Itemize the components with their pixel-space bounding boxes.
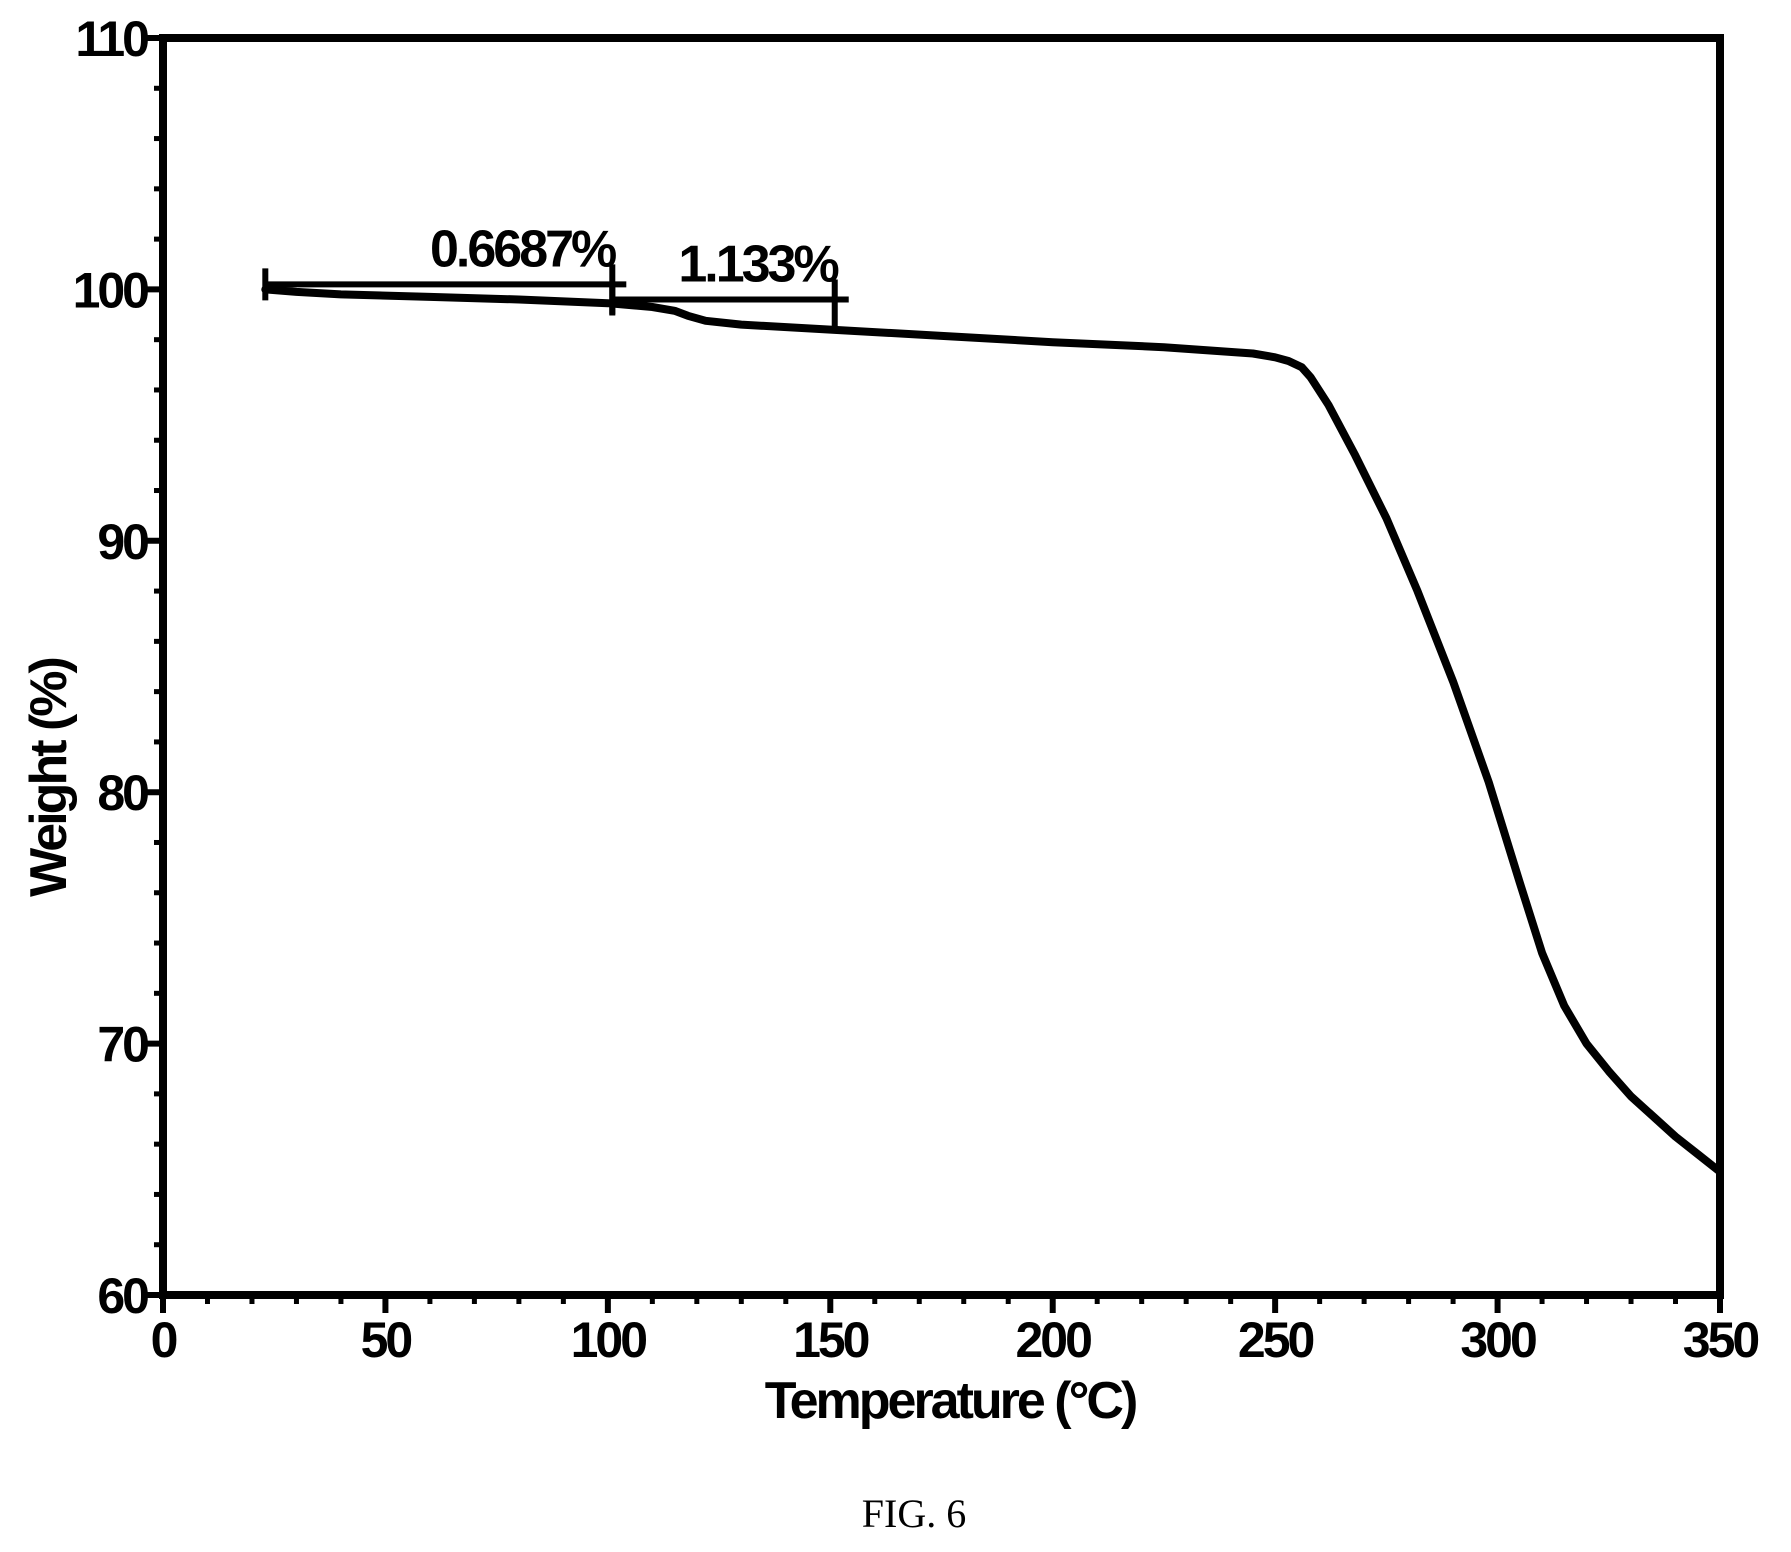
x-axis-title: Temperature (°C) — [765, 1372, 1136, 1430]
series-group — [261, 285, 1724, 1176]
y-tick-labels: 60 70 80 90 100 110 — [73, 11, 152, 1324]
annotation-group: 0.6687% 1.133% — [262, 220, 849, 330]
x-tick-label: 300 — [1460, 1312, 1536, 1368]
minor-ticks — [154, 85, 1679, 1304]
y-tick-label: 80 — [97, 765, 148, 821]
y-tick-label: 110 — [75, 11, 148, 67]
x-tick-label: 0 — [151, 1312, 177, 1368]
x-tick-label: 350 — [1683, 1312, 1759, 1368]
y-tick-label: 60 — [97, 1268, 148, 1324]
plot-frame — [159, 34, 1724, 1299]
weight-curve — [261, 285, 1724, 1176]
annotation-label: 0.6687% — [430, 220, 616, 278]
x-tick-label: 100 — [571, 1312, 647, 1368]
step-annotation: 1.133% — [609, 235, 849, 330]
figure-caption: FIG. 6 — [862, 1491, 966, 1536]
x-tick-label: 250 — [1238, 1312, 1314, 1368]
y-tick-label: 70 — [97, 1017, 148, 1073]
y-axis-title: Weight (%) — [20, 658, 78, 896]
x-tick-label: 50 — [361, 1312, 412, 1368]
x-tick-label: 150 — [793, 1312, 869, 1368]
x-tick-label: 200 — [1015, 1312, 1091, 1368]
major-ticks — [145, 35, 1723, 1313]
y-tick-label: 100 — [73, 262, 149, 318]
y-tick-label: 90 — [97, 514, 148, 570]
annotation-label: 1.133% — [678, 235, 838, 293]
x-tick-labels: 0 50 100 150 200 250 300 350 — [151, 1312, 1762, 1368]
